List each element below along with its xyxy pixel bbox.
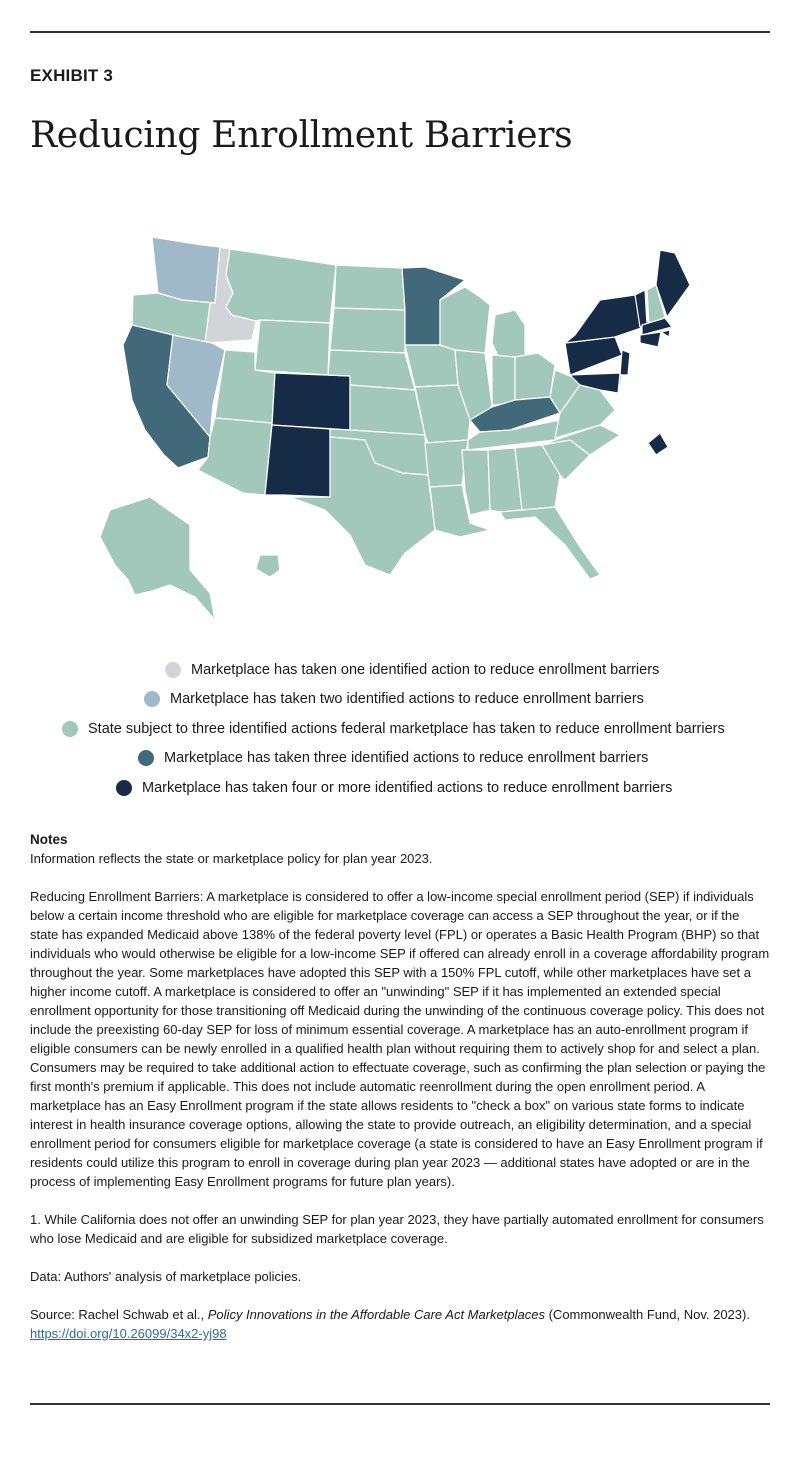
notes-definitions: Reducing Enrollment Barriers: A marketpl… (30, 889, 770, 1189)
state-dc (647, 432, 669, 456)
legend-item-federal: State subject to three identified action… (62, 719, 725, 739)
state-nh (646, 284, 666, 326)
legend-item-two: Marketplace has taken two identified act… (144, 689, 644, 709)
citation-title: Policy Innovations in the Affordable Car… (207, 1307, 545, 1322)
state-ri (660, 329, 671, 338)
legend-swatch-federal (62, 721, 78, 737)
legend-label-two: Marketplace has taken two identified act… (170, 691, 644, 707)
state-ak (99, 496, 216, 621)
state-nj (619, 349, 631, 376)
legend-swatch-four (116, 780, 132, 796)
legend-swatch-two (144, 691, 160, 707)
legend-label-one: Marketplace has taken one identified act… (191, 662, 660, 678)
legend-label-four: Marketplace has taken four or more ident… (142, 780, 673, 796)
state-mt (225, 248, 337, 324)
state-ia (404, 344, 459, 388)
state-wy (254, 319, 331, 376)
state-tx (289, 436, 436, 576)
exhibit-label: EXHIBIT 3 (30, 66, 114, 85)
state-in (491, 354, 516, 406)
state-ct (639, 331, 662, 348)
legend-swatch-one (165, 662, 181, 678)
state-ma (641, 317, 673, 336)
notes-heading: Notes (30, 832, 68, 847)
citation-suffix: (Commonwealth Fund, Nov. 2023). (544, 1307, 750, 1322)
state-fl (499, 506, 601, 580)
state-mi (491, 309, 526, 361)
state-md (569, 372, 621, 394)
state-nv (166, 334, 226, 438)
legend-item-four: Marketplace has taken four or more ident… (116, 778, 672, 798)
legend-item-three: Marketplace has taken three identified a… (138, 748, 648, 768)
state-hi (255, 554, 281, 578)
state-sd (329, 307, 406, 354)
notes-plan-year: Information reflects the state or market… (30, 851, 433, 866)
state-ar (424, 439, 469, 488)
legend-item-one: Marketplace has taken one identified act… (165, 660, 659, 680)
top-rule (30, 31, 770, 33)
notes-section: Notes Information reflects the state or … (30, 830, 770, 1343)
legend-label-federal: State subject to three identified action… (88, 721, 725, 737)
state-oh (514, 352, 556, 401)
state-co (271, 372, 351, 431)
doi-link[interactable]: https://doi.org/10.26099/34x2-yj98 (30, 1326, 227, 1341)
state-la (429, 484, 491, 538)
state-ks (349, 384, 426, 436)
citation-prefix: Source: Rachel Schwab et al., (30, 1307, 208, 1322)
state-nd (333, 264, 406, 311)
page-title: Reducing Enrollment Barriers (30, 115, 573, 156)
state-me (655, 249, 691, 318)
state-nm (264, 424, 331, 498)
notes-citation: Source: Rachel Schwab et al., Policy Inn… (30, 1305, 770, 1343)
bottom-rule (30, 1403, 770, 1405)
state-wi (439, 286, 491, 354)
notes-data-source: Data: Authors' analysis of marketplace p… (30, 1269, 302, 1284)
state-ga (514, 444, 561, 511)
state-ms (461, 449, 491, 516)
legend-label-three: Marketplace has taken three identified a… (164, 750, 649, 766)
notes-footnote: 1. While California does not offer an un… (30, 1212, 764, 1246)
state-wa (151, 236, 221, 304)
legend-swatch-three (138, 750, 154, 766)
us-state-map (99, 236, 691, 621)
state-pa (564, 336, 623, 376)
